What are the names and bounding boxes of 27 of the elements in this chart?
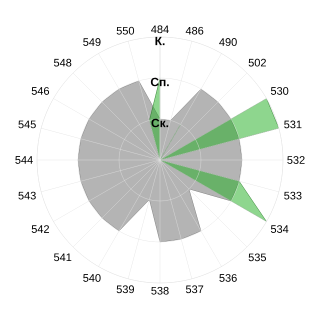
spoke-label: 541 (54, 253, 72, 262)
spoke-label: 536 (219, 274, 237, 282)
spoke-label: 539 (116, 285, 134, 294)
spoke-label: 532 (287, 156, 305, 164)
spoke-label: 546 (32, 87, 50, 95)
spoke-label: 484 (151, 25, 169, 34)
spoke-label: 537 (186, 285, 204, 294)
spoke-label: 544 (15, 156, 33, 164)
spoke-label: 486 (186, 26, 204, 35)
spoke-label: 550 (116, 26, 134, 35)
spoke-label: 531 (284, 120, 302, 128)
spoke-label: 490 (219, 38, 237, 46)
spoke-label: 534 (270, 225, 288, 233)
spoke-label: 545 (18, 120, 36, 128)
spoke-label: 548 (54, 58, 72, 67)
spoke-label: 502 (248, 58, 266, 67)
y-tick-label: Ск. (152, 118, 168, 128)
y-tick-label: Сп. (150, 78, 169, 86)
spoke-label: 533 (284, 192, 302, 200)
spoke-label: 543 (18, 192, 36, 200)
spoke-label: 535 (248, 253, 266, 262)
spoke-label: 538 (151, 286, 169, 295)
spoke-label: 540 (83, 274, 101, 282)
spoke-label: 549 (83, 38, 101, 46)
spoke-label: 530 (270, 87, 288, 95)
spoke-label: 542 (32, 225, 49, 233)
y-tick-label: К. (155, 36, 164, 46)
